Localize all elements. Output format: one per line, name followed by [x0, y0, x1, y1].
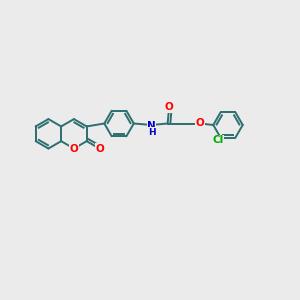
Text: O: O — [196, 118, 204, 128]
Text: O: O — [95, 143, 104, 154]
Text: O: O — [70, 143, 78, 154]
Text: Cl: Cl — [213, 135, 224, 145]
Text: O: O — [165, 102, 173, 112]
Text: N: N — [147, 121, 156, 130]
Text: H: H — [148, 128, 155, 137]
